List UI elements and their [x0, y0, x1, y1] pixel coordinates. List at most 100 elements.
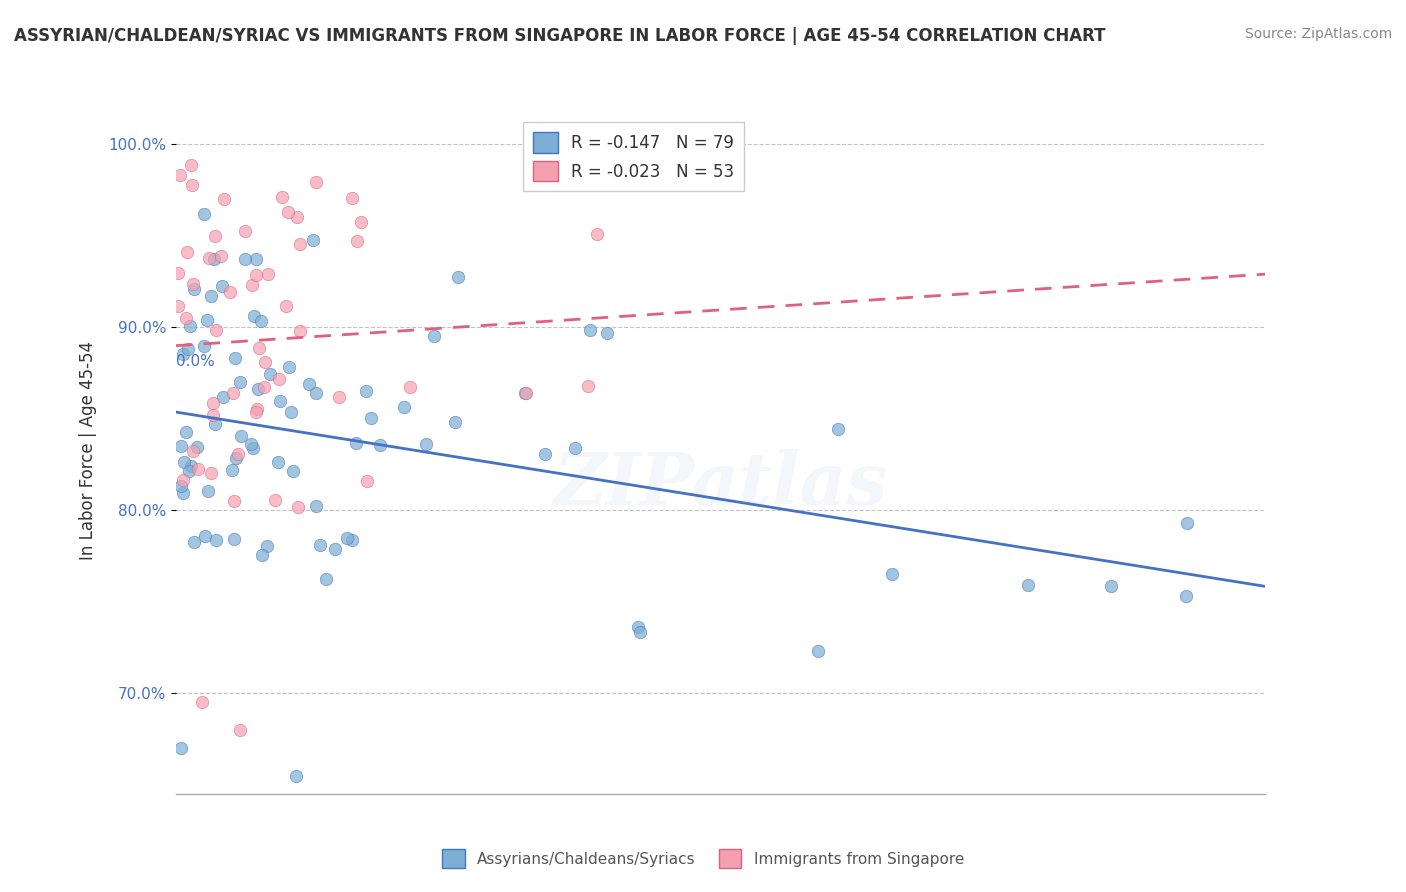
Point [219, 285, 242, 299]
Point [222, 385, 245, 400]
Point [224, 532, 246, 546]
Point [200, 289, 222, 303]
Point [269, 372, 291, 386]
Point [1174, 589, 1197, 603]
Point [170, 479, 193, 493]
Point [257, 267, 280, 281]
Point [344, 436, 367, 450]
Point [183, 282, 205, 296]
Point [349, 215, 371, 229]
Point [304, 499, 326, 513]
Point [194, 529, 217, 543]
Point [204, 322, 226, 336]
Point [336, 531, 359, 545]
Point [176, 244, 198, 259]
Point [323, 542, 346, 557]
Point [415, 437, 437, 451]
Point [534, 447, 557, 461]
Point [198, 251, 221, 265]
Point [167, 266, 190, 280]
Point [242, 441, 264, 455]
Point [193, 339, 215, 353]
Point [276, 299, 298, 313]
Point [204, 229, 226, 244]
Point [368, 438, 391, 452]
Point [204, 417, 226, 431]
Point [627, 620, 650, 634]
Point [285, 210, 308, 224]
Point [211, 279, 233, 293]
Point [172, 347, 194, 361]
Point [579, 323, 602, 337]
Point [305, 386, 328, 401]
Point [254, 355, 277, 369]
Point [181, 443, 204, 458]
Point [277, 204, 299, 219]
Point [806, 643, 828, 657]
Point [246, 382, 269, 396]
Point [181, 277, 204, 291]
Point [226, 447, 249, 461]
Point [186, 440, 208, 454]
Point [183, 535, 205, 549]
Point [305, 176, 328, 190]
Point [576, 379, 599, 393]
Point [1017, 578, 1039, 592]
Point [195, 313, 218, 327]
Point [515, 386, 537, 401]
Point [174, 425, 197, 439]
Point [179, 464, 201, 478]
Point [288, 324, 311, 338]
Text: Source: ZipAtlas.com: Source: ZipAtlas.com [1244, 27, 1392, 41]
Point [205, 533, 228, 547]
Point [233, 252, 256, 266]
Point [287, 500, 309, 514]
Point [190, 695, 212, 709]
Point [259, 367, 281, 381]
Text: ZIPatlas: ZIPatlas [554, 450, 887, 520]
Point [596, 326, 619, 341]
Point [285, 768, 308, 782]
Point [173, 486, 195, 500]
Point [239, 436, 262, 450]
Point [209, 249, 232, 263]
Point [1099, 579, 1122, 593]
Point [882, 567, 904, 582]
Point [277, 359, 299, 374]
Point [186, 462, 208, 476]
Point [180, 158, 202, 172]
Legend: Assyrians/Chaldeans/Syriacs, Immigrants from Singapore: Assyrians/Chaldeans/Syriacs, Immigrants … [434, 841, 972, 875]
Point [444, 415, 467, 429]
Point [564, 441, 586, 455]
Point [346, 234, 368, 248]
Point [267, 455, 290, 469]
Point [394, 400, 416, 414]
Point [356, 384, 378, 399]
Point [202, 252, 225, 266]
Point [247, 341, 270, 355]
Point [225, 450, 247, 465]
Point [827, 421, 849, 435]
Point [240, 277, 263, 292]
Point [399, 380, 422, 394]
Point [212, 192, 235, 206]
Point [229, 723, 252, 737]
Point [228, 375, 250, 389]
Point [253, 380, 276, 394]
Point [233, 223, 256, 237]
Point [169, 168, 191, 182]
Point [173, 455, 195, 469]
Point [340, 533, 363, 547]
Legend: R = -0.147   N = 79, R = -0.023   N = 53: R = -0.147 N = 79, R = -0.023 N = 53 [523, 122, 744, 191]
Point [246, 402, 269, 417]
Point [515, 386, 537, 401]
Point [288, 237, 311, 252]
Point [245, 268, 267, 282]
Point [202, 396, 225, 410]
Point [328, 390, 350, 404]
Point [170, 741, 193, 756]
Point [628, 625, 651, 640]
Point [360, 410, 382, 425]
Point [256, 539, 278, 553]
Point [179, 318, 201, 333]
